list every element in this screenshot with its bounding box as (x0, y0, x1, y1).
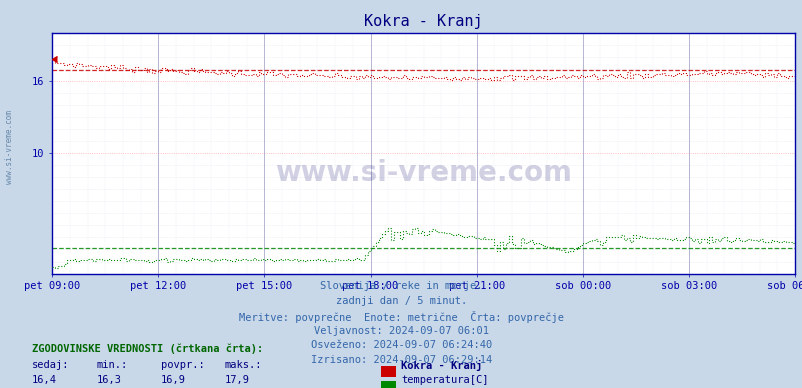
Text: sedaj:: sedaj: (32, 360, 70, 370)
Text: Meritve: povprečne  Enote: metrične  Črta: povprečje: Meritve: povprečne Enote: metrične Črta:… (239, 311, 563, 323)
Text: 16,4: 16,4 (32, 375, 57, 385)
Text: www.si-vreme.com: www.si-vreme.com (5, 111, 14, 184)
Text: Osveženo: 2024-09-07 06:24:40: Osveženo: 2024-09-07 06:24:40 (310, 340, 492, 350)
Text: povpr.:: povpr.: (160, 360, 204, 370)
Text: 17,9: 17,9 (225, 375, 249, 385)
Text: ZGODOVINSKE VREDNOSTI (črtkana črta):: ZGODOVINSKE VREDNOSTI (črtkana črta): (32, 343, 263, 354)
Text: Izrisano: 2024-09-07 06:29:14: Izrisano: 2024-09-07 06:29:14 (310, 355, 492, 365)
Text: maks.:: maks.: (225, 360, 262, 370)
Text: Veljavnost: 2024-09-07 06:01: Veljavnost: 2024-09-07 06:01 (314, 326, 488, 336)
Text: www.si-vreme.com: www.si-vreme.com (275, 159, 571, 187)
Text: min.:: min.: (96, 360, 128, 370)
Text: Kokra - Kranj: Kokra - Kranj (401, 360, 482, 371)
Title: Kokra - Kranj: Kokra - Kranj (364, 14, 482, 29)
Text: 16,3: 16,3 (96, 375, 121, 385)
Text: temperatura[C]: temperatura[C] (401, 375, 488, 385)
Text: zadnji dan / 5 minut.: zadnji dan / 5 minut. (335, 296, 467, 306)
Text: 16,9: 16,9 (160, 375, 185, 385)
Text: Slovenija / reke in morje.: Slovenija / reke in morje. (320, 281, 482, 291)
